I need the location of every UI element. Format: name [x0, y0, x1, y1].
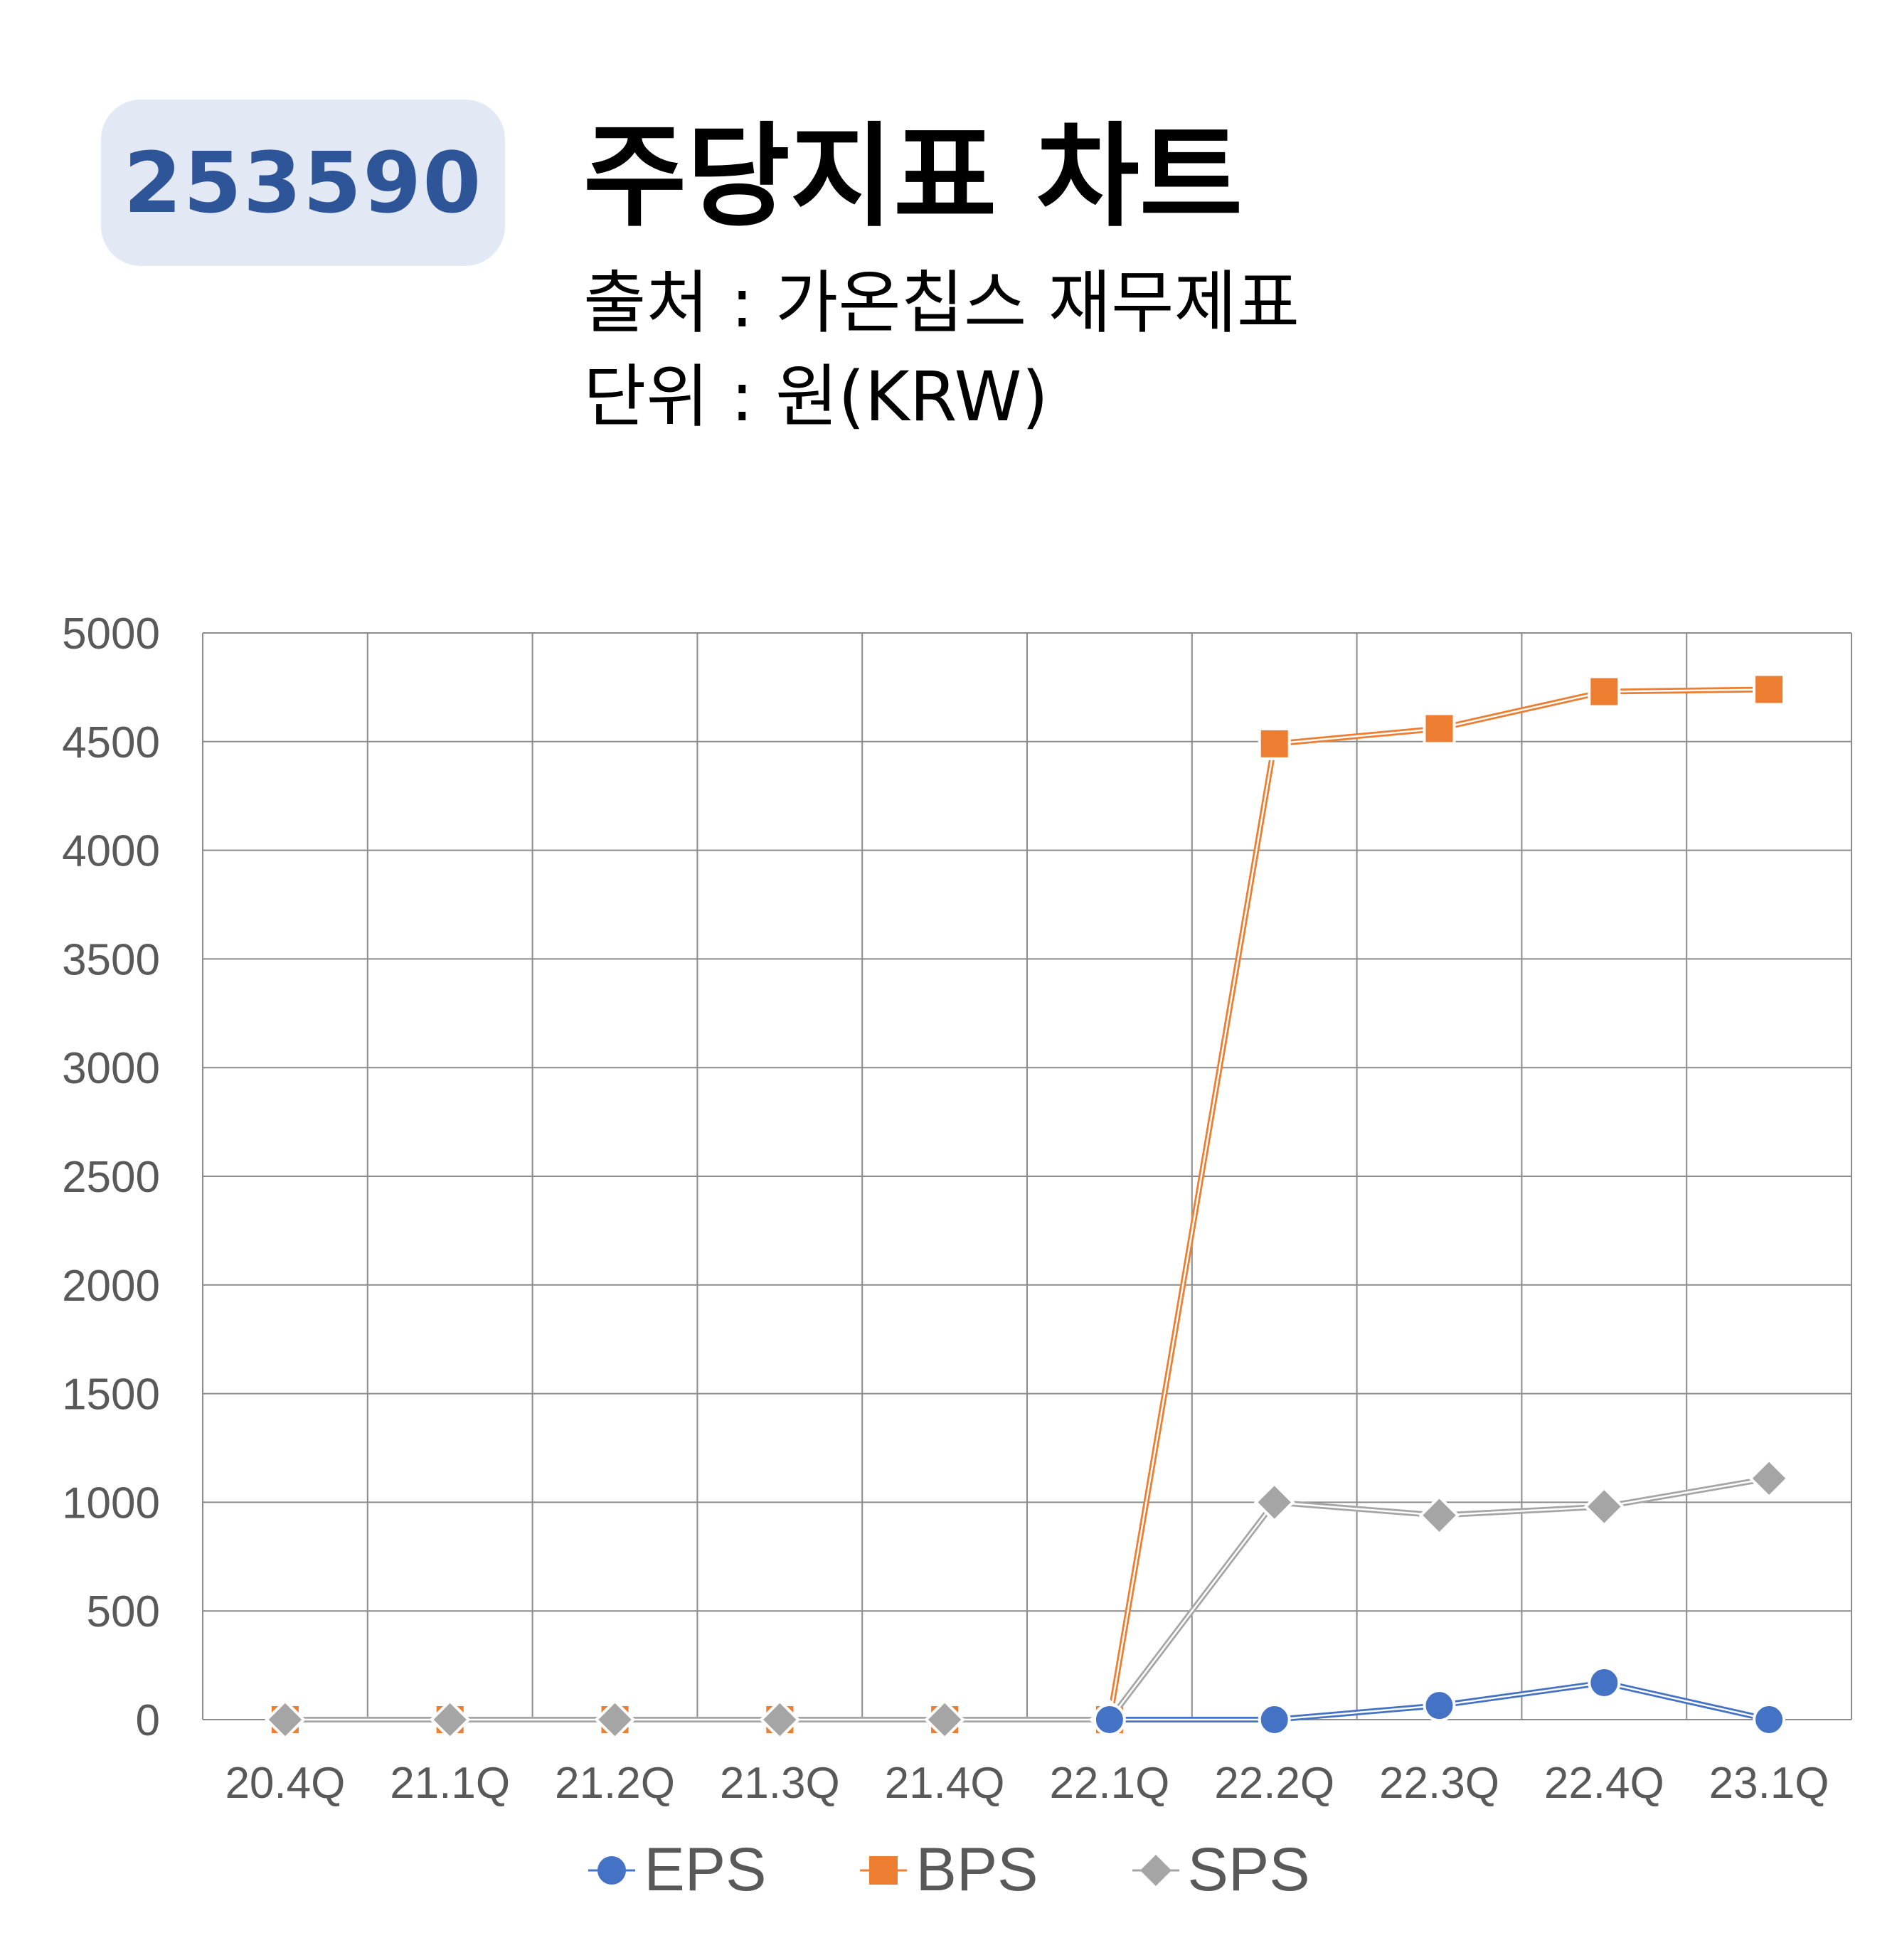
- y-tick-label: 1000: [62, 1479, 160, 1528]
- series-line-inner-sps: [285, 1477, 1770, 1721]
- point-eps: [1258, 1703, 1291, 1736]
- point-bps: [1423, 712, 1456, 745]
- y-tick-label: 3500: [62, 935, 160, 984]
- legend-square-marker: [860, 1855, 908, 1885]
- legend-item-eps: EPS: [587, 1835, 766, 1905]
- x-tick-label: 23.1Q: [1709, 1759, 1829, 1808]
- y-tick-label: 2500: [62, 1153, 160, 1202]
- point-sps: [1418, 1494, 1460, 1536]
- point-sps: [594, 1699, 636, 1740]
- x-tick-label: 21.3Q: [720, 1759, 840, 1808]
- point-sps: [1748, 1457, 1790, 1499]
- y-tick-label: 500: [87, 1587, 160, 1636]
- legend-item-bps: BPS: [859, 1835, 1038, 1905]
- point-sps: [429, 1699, 471, 1740]
- y-tick-label: 1500: [62, 1370, 160, 1420]
- x-tick-label: 21.1Q: [390, 1759, 510, 1808]
- y-tick-label: 2000: [62, 1262, 160, 1311]
- chart-legend: EPS BPS SPS: [0, 1835, 1897, 1905]
- point-eps: [1588, 1666, 1621, 1700]
- y-tick-label: 4000: [62, 827, 160, 876]
- stock-code-badge: 253590: [101, 100, 505, 266]
- point-eps: [1093, 1703, 1126, 1736]
- legend-label-eps: EPS: [644, 1836, 767, 1904]
- y-tick-label: 5000: [62, 609, 160, 659]
- point-eps: [1753, 1703, 1786, 1736]
- x-tick-label: 22.2Q: [1214, 1759, 1334, 1808]
- point-bps: [1753, 673, 1786, 706]
- x-tick-label: 22.3Q: [1379, 1759, 1499, 1808]
- y-tick-label: 3000: [62, 1044, 160, 1093]
- legend-circle-marker: [588, 1855, 636, 1885]
- point-bps: [1588, 675, 1621, 708]
- legend-item-sps: SPS: [1131, 1835, 1310, 1905]
- x-tick-label: 20.4Q: [225, 1759, 345, 1808]
- point-sps: [1253, 1481, 1295, 1523]
- x-tick-label: 22.1Q: [1049, 1759, 1169, 1808]
- x-tick-label: 22.4Q: [1544, 1759, 1664, 1808]
- y-tick-label: 4500: [62, 718, 160, 767]
- point-sps: [265, 1699, 306, 1740]
- x-tick-label: 21.4Q: [885, 1759, 1005, 1808]
- source-text: 출처 : 가온칩스 재무제표: [583, 263, 1300, 343]
- x-tick-label: 21.2Q: [555, 1759, 675, 1808]
- legend-label-sps: SPS: [1187, 1836, 1310, 1904]
- y-tick-label: 0: [136, 1696, 160, 1745]
- point-sps: [759, 1699, 801, 1740]
- point-sps: [924, 1699, 965, 1740]
- point-sps: [1583, 1486, 1625, 1528]
- point-eps: [1423, 1689, 1456, 1722]
- unit-text: 단위 : 원(KRW): [583, 357, 1048, 437]
- stock-code: 253590: [123, 134, 483, 232]
- legend-diamond-marker: [1132, 1854, 1179, 1886]
- chart-title: 주당지표 차트: [583, 112, 1243, 243]
- point-bps: [1258, 727, 1291, 760]
- legend-label-bps: BPS: [915, 1836, 1038, 1904]
